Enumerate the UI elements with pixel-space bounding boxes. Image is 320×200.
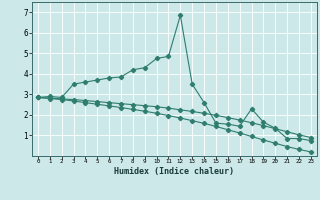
X-axis label: Humidex (Indice chaleur): Humidex (Indice chaleur) <box>115 167 234 176</box>
